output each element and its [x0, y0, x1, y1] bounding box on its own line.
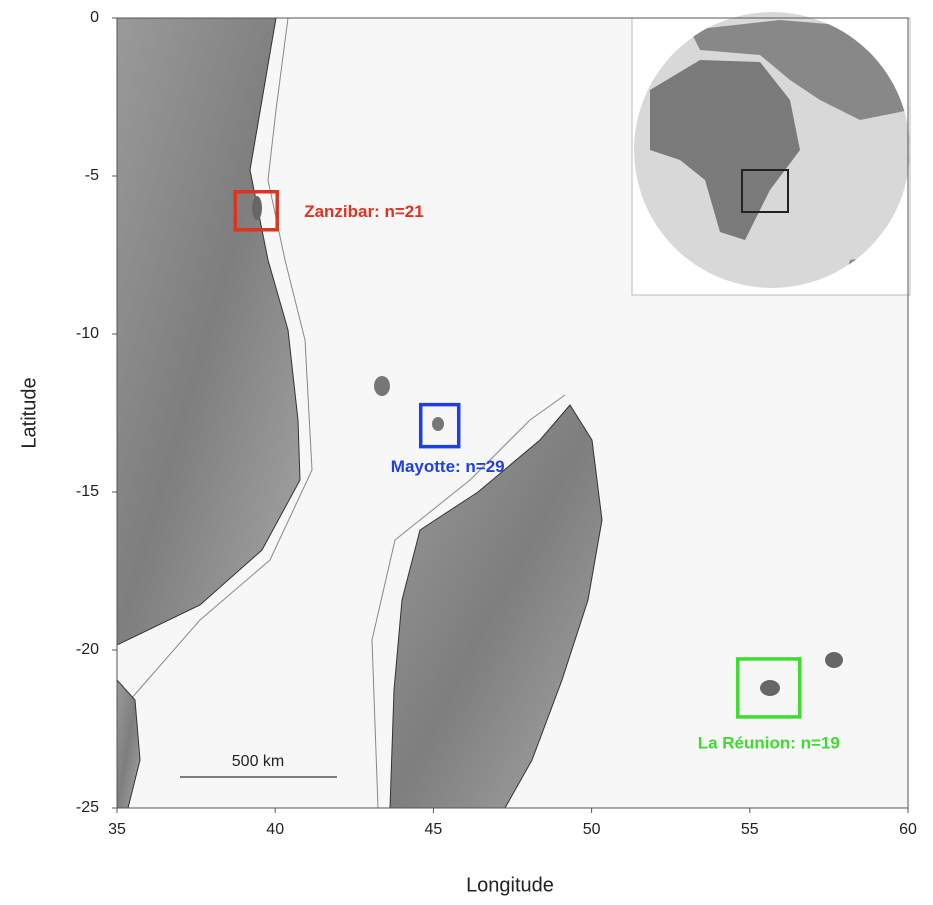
y-tick-label: -15 — [76, 483, 99, 500]
island — [374, 376, 390, 396]
site-label: Mayotte: n=29 — [391, 457, 505, 476]
island — [825, 652, 843, 668]
scale-bar-label: 500 km — [232, 753, 284, 770]
inset — [632, 12, 912, 300]
y-tick-label: -20 — [76, 641, 99, 658]
site-label: Zanzibar: n=21 — [304, 202, 424, 221]
x-axis-label: Longitude — [466, 874, 554, 896]
x-tick-label: 35 — [108, 821, 126, 838]
site-label: La Réunion: n=19 — [698, 733, 840, 752]
y-tick-label: 0 — [90, 9, 99, 26]
y-axis-label: Latitude — [18, 377, 40, 448]
island — [252, 196, 262, 220]
island — [760, 680, 780, 696]
island — [432, 417, 444, 431]
x-tick-label: 50 — [583, 821, 601, 838]
x-tick-label: 55 — [741, 821, 759, 838]
x-tick-label: 60 — [899, 821, 917, 838]
y-tick-label: -10 — [76, 325, 99, 342]
map-figure: 500 km Longitude Latitude 35 40 45 50 55 60 0 -… — [0, 0, 933, 900]
y-tick-label: -25 — [76, 799, 99, 816]
y-tick-label: -5 — [85, 167, 99, 184]
x-tick-label: 40 — [266, 821, 284, 838]
x-tick-label: 45 — [425, 821, 443, 838]
